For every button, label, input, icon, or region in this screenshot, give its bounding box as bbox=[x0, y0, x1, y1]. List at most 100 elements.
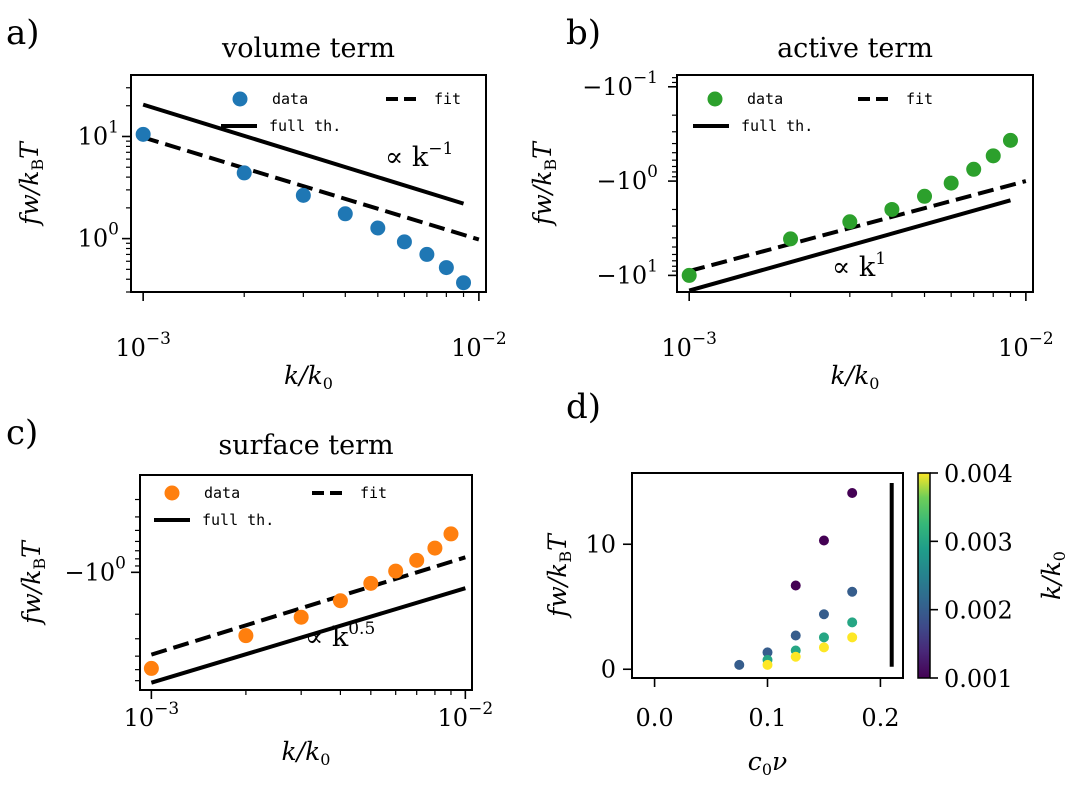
colorbar-label: k/k0 bbox=[1037, 551, 1069, 600]
data-point bbox=[143, 660, 159, 676]
x-axis-label: k/k0 bbox=[831, 361, 880, 393]
data-point bbox=[790, 580, 801, 591]
full-theory-line bbox=[150, 586, 466, 685]
x-axis-label: c0ν bbox=[748, 747, 787, 779]
scaling-annotation: ∝ k0.5 bbox=[305, 619, 375, 653]
data-point bbox=[409, 552, 425, 568]
x-tick-label: 0.0 bbox=[635, 704, 673, 732]
data-point bbox=[790, 651, 801, 662]
fit-line bbox=[688, 179, 1027, 274]
data-point bbox=[135, 126, 151, 142]
x-tick-label: 10−2 bbox=[998, 329, 1054, 362]
x-axis-label: k/k0 bbox=[284, 361, 333, 393]
data-point bbox=[332, 593, 348, 609]
data-point bbox=[985, 148, 1001, 164]
chart-title: surface term bbox=[218, 430, 393, 461]
panel-label: c) bbox=[6, 413, 38, 453]
data-point bbox=[443, 526, 459, 542]
chart-title: active term bbox=[777, 33, 933, 64]
data-point bbox=[396, 234, 412, 250]
full-theory-line bbox=[142, 102, 465, 206]
y-tick-label: 10 bbox=[585, 530, 616, 558]
data-point bbox=[917, 188, 933, 204]
colorbar-tick-label: 0.003 bbox=[944, 528, 1013, 556]
data-point bbox=[438, 260, 454, 276]
x-tick-label: 10−2 bbox=[438, 699, 494, 732]
data-point bbox=[818, 535, 829, 546]
data-point bbox=[681, 267, 697, 283]
panel-c: c) surface term 10−3 10−2 −100 k/k0 fw/kBT data… bbox=[6, 413, 493, 769]
y-tick-label: −100 bbox=[65, 553, 126, 586]
data-point bbox=[293, 609, 309, 625]
data-point bbox=[847, 632, 858, 643]
data-point bbox=[238, 628, 254, 644]
axes-frame bbox=[130, 74, 487, 293]
legend-marker-data bbox=[164, 485, 180, 501]
scaling-annotation: ∝ k−1 bbox=[385, 139, 453, 173]
fit-line bbox=[142, 135, 480, 242]
data-point bbox=[847, 488, 858, 498]
data-point bbox=[818, 632, 829, 643]
data-point bbox=[847, 586, 858, 597]
data-point bbox=[363, 575, 379, 591]
data-point bbox=[337, 206, 353, 222]
y-tick-label: 100 bbox=[78, 220, 119, 253]
legend-marker-data bbox=[707, 91, 723, 107]
data-point bbox=[943, 175, 959, 191]
y-tick-label: 101 bbox=[78, 117, 119, 150]
panel-d: d) 0.0 0.1 0.2 0 10 c0ν fw/kBT 0.001 0.002 0.003 0.… bbox=[543, 387, 1069, 779]
plot-area bbox=[142, 102, 480, 242]
fit-line bbox=[150, 555, 466, 657]
data-point bbox=[762, 647, 773, 658]
panel-a: a) volume term 10−3 10−2 100 101 k/k0 fw/kBT dat… bbox=[6, 13, 507, 393]
data-point bbox=[762, 659, 773, 670]
legend-label-fit: fit bbox=[360, 484, 387, 502]
x-axis-label: k/k0 bbox=[282, 737, 331, 769]
legend-label-data: data bbox=[204, 484, 240, 502]
y-tick-label: −100 bbox=[597, 162, 658, 195]
legend-marker-data bbox=[232, 91, 248, 107]
legend-label-full-theory: full th. bbox=[269, 117, 341, 135]
x-tick-label: 0.2 bbox=[861, 704, 899, 732]
data-point bbox=[790, 630, 801, 641]
data-point bbox=[734, 659, 745, 670]
x-tick-label: 10−3 bbox=[124, 699, 180, 732]
data-point bbox=[842, 214, 858, 230]
colorbar bbox=[917, 472, 931, 679]
y-axis-label: fw/kBT bbox=[528, 140, 560, 227]
scaling-annotation: ∝ k1 bbox=[832, 249, 886, 283]
plot-area bbox=[688, 179, 1027, 292]
legend-label-full-theory: full th. bbox=[202, 511, 274, 529]
panel-label: a) bbox=[6, 13, 40, 53]
chart-title: volume term bbox=[221, 33, 395, 64]
legend-label-data: data bbox=[747, 90, 783, 108]
x-tick-label: 10−3 bbox=[661, 329, 717, 362]
legend-label-data: data bbox=[272, 90, 308, 108]
panel-label: b) bbox=[566, 13, 601, 53]
y-axis-label: fw/kBT bbox=[17, 539, 49, 626]
axes-frame bbox=[139, 474, 473, 691]
axes-frame bbox=[631, 472, 904, 679]
axes-frame bbox=[676, 74, 1034, 293]
y-axis-label: fw/kBT bbox=[15, 140, 47, 227]
data-point bbox=[884, 201, 900, 217]
legend-label-fit: fit bbox=[434, 90, 461, 108]
plot-area bbox=[150, 555, 466, 685]
data-point bbox=[419, 246, 435, 262]
data-point bbox=[818, 642, 829, 653]
data-point bbox=[236, 165, 252, 181]
panel-b: b) active term 10−3 10−2 −101 −100 −10−1 k/k0 fw… bbox=[528, 13, 1054, 393]
data-point bbox=[456, 275, 472, 291]
legend-label-fit: fit bbox=[906, 90, 933, 108]
x-tick-label: 10−3 bbox=[115, 329, 171, 362]
full-theory-line bbox=[688, 198, 1012, 292]
data-point bbox=[295, 187, 311, 203]
y-tick-label: −101 bbox=[597, 256, 658, 289]
colorbar-tick-label: 0.004 bbox=[944, 460, 1013, 488]
data-point bbox=[966, 161, 982, 177]
y-tick-label: −10−1 bbox=[582, 68, 658, 101]
data-point bbox=[847, 617, 858, 628]
legend-label-full-theory: full th. bbox=[741, 117, 813, 135]
data-point bbox=[388, 563, 404, 579]
